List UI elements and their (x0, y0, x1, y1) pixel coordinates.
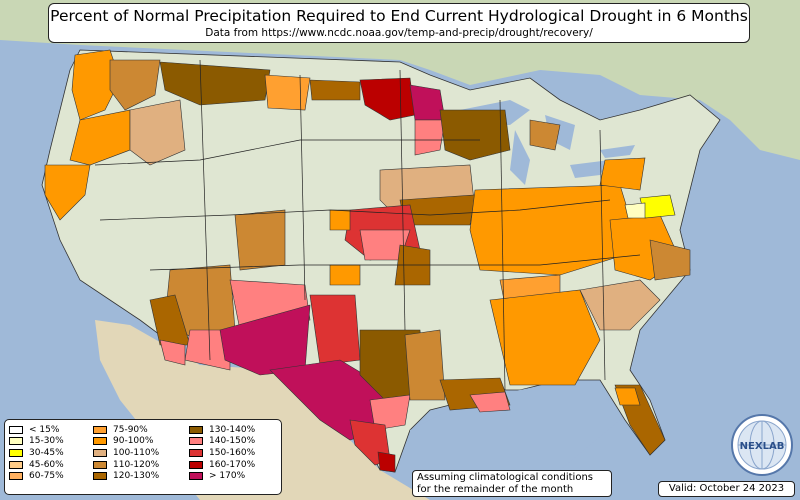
legend-label: 15-30% (29, 436, 64, 447)
region-or-tan (129, 99, 186, 166)
legend-swatch (9, 437, 23, 446)
legend-swatch (9, 472, 23, 481)
legend-label: 160-170% (209, 459, 256, 470)
region-mt-orange (264, 74, 311, 111)
note-line-2: for the remainder of the month (417, 483, 574, 495)
region-nd-brown (309, 79, 361, 101)
legend-label: 45-60% (29, 459, 64, 470)
legend-item: 140-150% (189, 436, 255, 448)
region-co-brown (234, 209, 286, 271)
legend-column-3: 130-140% 140-150% 150-160% 160-170% > 170% (189, 424, 255, 482)
region-se-tan (579, 279, 661, 331)
drought-regions (44, 49, 691, 473)
legend-label: 100-110% (113, 447, 160, 458)
legend: < 15% 15-30% 30-45% 45-60% 60-75% 75-90% 90-1… (4, 419, 282, 495)
legend-item: 15-30% (9, 436, 64, 448)
globe-logo-icon: NEXLAB (731, 414, 793, 476)
legend-label: 90-100% (113, 436, 154, 447)
region-or-orange (69, 109, 131, 166)
legend-item: 45-60% (9, 459, 64, 471)
region-ca-south-pink (159, 339, 186, 366)
legend-item: 75-90% (93, 424, 159, 436)
title-box: Percent of Normal Precipitation Required… (48, 3, 750, 43)
map-subtitle: Data from https://www.ncdc.noaa.gov/temp… (205, 27, 593, 39)
legend-item: 150-160% (189, 447, 255, 459)
legend-swatch (189, 448, 203, 457)
valid-date: Valid: October 24 2023 (658, 481, 795, 497)
note-line-1: Assuming climatological conditions (417, 472, 593, 483)
legend-label: 150-160% (209, 447, 256, 458)
legend-swatch (9, 460, 23, 469)
legend-label: 75-90% (113, 424, 148, 435)
legend-item: 130-140% (189, 424, 255, 436)
legend-label: > 170% (209, 471, 246, 482)
legend-label: < 15% (29, 424, 60, 435)
logo-text: NEXLAB (740, 441, 785, 452)
legend-label: 60-75% (29, 471, 64, 482)
legend-swatch (93, 472, 107, 481)
legend-item: > 170% (189, 470, 255, 482)
region-mt-darkbrown (159, 61, 271, 106)
state-borders (94, 59, 641, 391)
legend-item: 110-120% (93, 459, 159, 471)
legend-item: 100-110% (93, 447, 159, 459)
legend-item: 90-100% (93, 436, 159, 448)
region-wi-pink (414, 119, 446, 156)
region-pnw-orange (71, 49, 121, 121)
climatology-note: Assuming climatological conditions for t… (412, 470, 612, 497)
region-ca-north (44, 164, 91, 221)
legend-item: 160-170% (189, 459, 255, 471)
legend-swatch (9, 425, 23, 434)
legend-item: 60-75% (9, 470, 64, 482)
legend-label: 130-140% (209, 424, 256, 435)
region-mn-red (359, 77, 416, 121)
region-mi-brown (529, 119, 561, 151)
region-se-orange (489, 289, 601, 386)
region-nc-brown (649, 239, 691, 281)
legend-swatch (189, 437, 203, 446)
legend-swatch (93, 460, 107, 469)
legend-swatch (189, 425, 203, 434)
region-la-pink (469, 391, 511, 413)
legend-swatch (9, 448, 23, 457)
region-md-cream (624, 202, 646, 219)
region-tx-tip-darkred (377, 451, 396, 473)
legend-item: 30-45% (9, 447, 64, 459)
map-title: Percent of Normal Precipitation Required… (50, 7, 748, 25)
legend-label: 140-150% (209, 436, 256, 447)
region-az-pink (184, 329, 231, 371)
region-mn-maroon (409, 84, 446, 121)
region-wi-darkbrown (439, 109, 511, 161)
legend-item: < 15% (9, 424, 64, 436)
legend-swatch (93, 425, 107, 434)
legend-swatch (93, 437, 107, 446)
legend-label: 30-45% (29, 447, 64, 458)
region-pnw-brown (109, 59, 161, 111)
region-tx-pink (369, 394, 411, 431)
legend-column-1: < 15% 15-30% 30-45% 45-60% 60-75% (9, 424, 64, 482)
legend-label: 120-130% (113, 471, 160, 482)
region-pa-orange (599, 157, 646, 191)
legend-swatch (189, 472, 203, 481)
legend-swatch (189, 460, 203, 469)
legend-item: 120-130% (93, 470, 159, 482)
legend-column-2: 75-90% 90-100% 100-110% 110-120% 120-130% (93, 424, 159, 482)
region-la-brown (404, 329, 446, 401)
legend-label: 110-120% (113, 459, 160, 470)
region-fl-orange (614, 387, 641, 406)
legend-swatch (93, 448, 107, 457)
